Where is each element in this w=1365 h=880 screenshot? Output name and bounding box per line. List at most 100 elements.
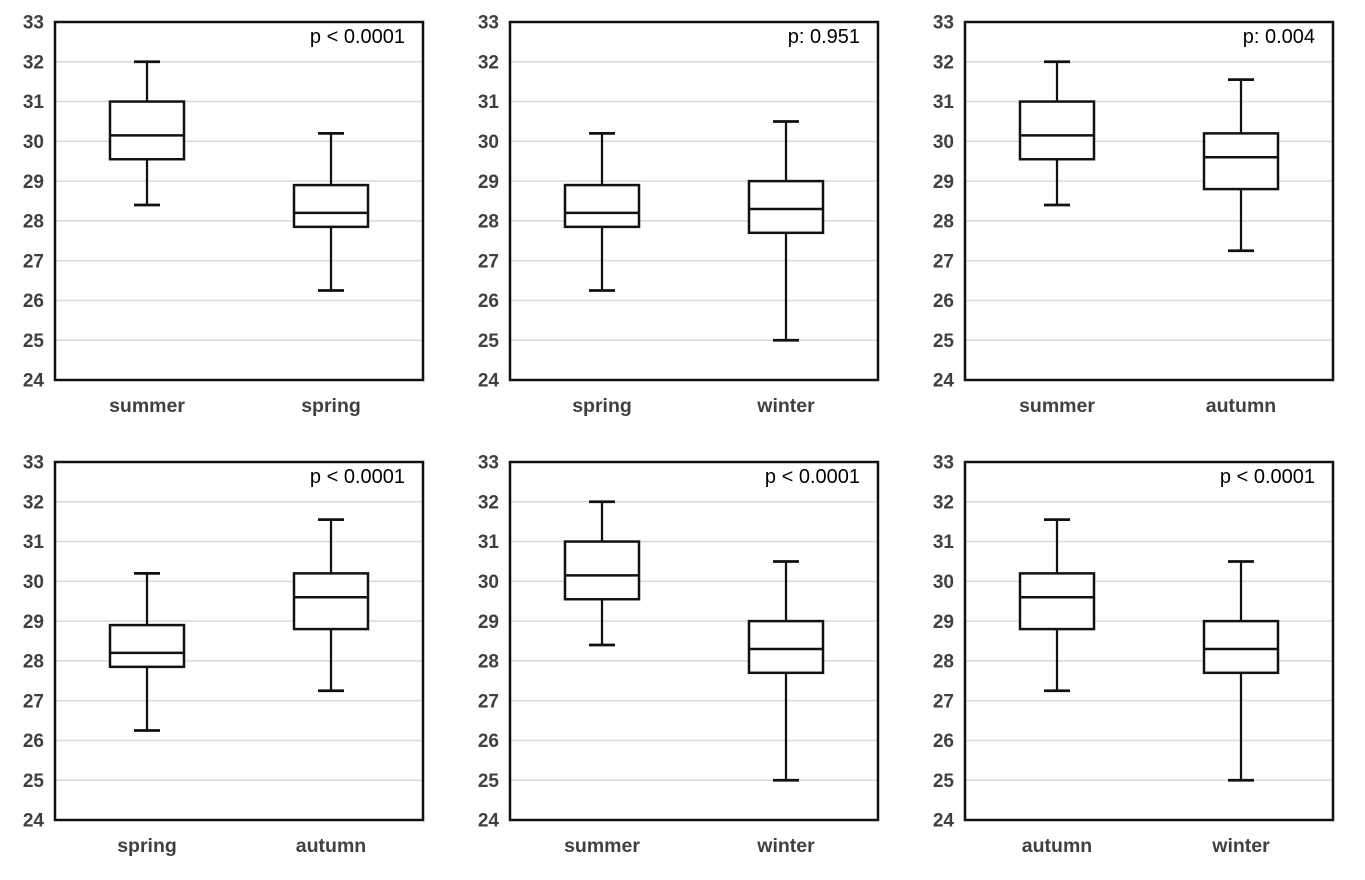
y-tick-label: 27 bbox=[23, 251, 44, 272]
p-value-label: p < 0.0001 bbox=[309, 26, 405, 48]
y-tick-label: 24 bbox=[23, 371, 45, 392]
boxplot-svg: 24 25 26 27 28 29 30 31 32 33 summer winter bbox=[478, 453, 880, 857]
y-tick-label: 26 bbox=[23, 291, 44, 312]
boxplot-panel-summer-winter: p < 0.0001 24 25 26 27 28 29 30 31 32 33 summer win… bbox=[455, 440, 910, 880]
y-tick-label: 32 bbox=[933, 52, 954, 73]
plot-border bbox=[53, 20, 425, 382]
boxplot-panel-summer-spring: p < 0.0001 24 25 26 27 28 29 30 31 32 33 summer spr… bbox=[0, 0, 455, 440]
y-tick-label: 30 bbox=[478, 572, 499, 593]
iqr-box bbox=[1018, 100, 1096, 161]
y-tick-label: 33 bbox=[478, 13, 499, 34]
boxplot-panel-summer-autumn: p: 0.004 24 25 26 27 28 29 30 31 32 33 summer autum… bbox=[910, 0, 1365, 440]
x-category-label: summer bbox=[1019, 395, 1095, 417]
box-winter bbox=[747, 560, 825, 782]
boxplot-panel-spring-autumn: p < 0.0001 24 25 26 27 28 29 30 31 32 33 spring aut… bbox=[0, 440, 455, 880]
p-value-label: p < 0.0001 bbox=[309, 466, 405, 488]
y-tick-label: 25 bbox=[23, 771, 45, 792]
x-category-label: spring bbox=[301, 395, 361, 417]
y-tick-label: 27 bbox=[933, 251, 954, 272]
y-tick-label: 25 bbox=[23, 331, 45, 352]
y-tick-label: 28 bbox=[933, 212, 954, 233]
y-tick-label: 29 bbox=[23, 172, 44, 193]
boxplot-svg: 24 25 26 27 28 29 30 31 32 33 summer autumn bbox=[933, 13, 1335, 417]
y-tick-label: 31 bbox=[933, 92, 955, 113]
plot-border bbox=[53, 460, 425, 822]
y-tick-label: 33 bbox=[23, 13, 44, 34]
p-value-label: p < 0.0001 bbox=[764, 466, 860, 488]
box-winter bbox=[747, 120, 825, 342]
x-category-label: spring bbox=[572, 395, 632, 417]
y-tick-label: 30 bbox=[933, 132, 954, 153]
y-tick-label: 31 bbox=[933, 532, 955, 553]
boxplot-svg: 24 25 26 27 28 29 30 31 32 33 summer spring bbox=[23, 13, 425, 417]
plot-border bbox=[963, 460, 1335, 822]
box-summer bbox=[1018, 60, 1096, 207]
y-tick-label: 32 bbox=[933, 492, 954, 513]
y-tick-label: 29 bbox=[478, 172, 499, 193]
y-tick-label: 30 bbox=[23, 132, 44, 153]
y-tick-label: 27 bbox=[478, 251, 499, 272]
boxplot-panel-spring-winter: p: 0.951 24 25 26 27 28 29 30 31 32 33 spring winte… bbox=[455, 0, 910, 440]
y-tick-label: 29 bbox=[933, 612, 954, 633]
y-tick-label: 28 bbox=[478, 212, 499, 233]
iqr-box bbox=[292, 572, 370, 631]
y-tick-label: 24 bbox=[478, 371, 500, 392]
p-value-label: p: 0.004 bbox=[1242, 26, 1315, 48]
y-tick-label: 32 bbox=[478, 492, 499, 513]
y-tick-label: 24 bbox=[933, 371, 955, 392]
box-autumn bbox=[292, 518, 370, 693]
y-tick-label: 25 bbox=[478, 771, 500, 792]
y-tick-label: 30 bbox=[933, 572, 954, 593]
iqr-box bbox=[563, 540, 641, 601]
y-tick-label: 31 bbox=[23, 92, 45, 113]
x-category-label: winter bbox=[756, 395, 815, 417]
box-winter bbox=[1202, 560, 1280, 782]
y-tick-label: 26 bbox=[478, 291, 499, 312]
iqr-box bbox=[1202, 619, 1280, 675]
y-tick-label: 31 bbox=[23, 532, 45, 553]
y-tick-label: 27 bbox=[23, 691, 44, 712]
iqr-box bbox=[108, 623, 186, 669]
y-tick-label: 28 bbox=[478, 652, 499, 673]
y-tick-label: 28 bbox=[23, 212, 44, 233]
y-tick-label: 30 bbox=[23, 572, 44, 593]
iqr-box bbox=[108, 100, 186, 161]
p-value-label: p: 0.951 bbox=[787, 26, 860, 48]
boxplot-panel-autumn-winter: p < 0.0001 24 25 26 27 28 29 30 31 32 33 autumn win… bbox=[910, 440, 1365, 880]
y-tick-label: 32 bbox=[478, 52, 499, 73]
y-tick-label: 26 bbox=[933, 731, 954, 752]
y-tick-label: 29 bbox=[933, 172, 954, 193]
x-category-label: autumn bbox=[296, 835, 366, 857]
box-autumn bbox=[1202, 78, 1280, 253]
x-category-label: autumn bbox=[1206, 395, 1276, 417]
y-tick-label: 31 bbox=[478, 532, 500, 553]
x-category-label: autumn bbox=[1022, 835, 1092, 857]
y-tick-label: 29 bbox=[478, 612, 499, 633]
plot-border bbox=[508, 460, 880, 822]
y-tick-label: 25 bbox=[933, 771, 955, 792]
iqr-box bbox=[747, 619, 825, 675]
y-tick-label: 28 bbox=[23, 652, 44, 673]
box-spring bbox=[563, 132, 641, 292]
box-spring bbox=[292, 132, 370, 292]
y-tick-label: 31 bbox=[478, 92, 500, 113]
y-tick-label: 32 bbox=[23, 492, 44, 513]
y-tick-label: 28 bbox=[933, 652, 954, 673]
y-tick-label: 24 bbox=[933, 811, 955, 832]
iqr-box bbox=[747, 179, 825, 235]
box-summer bbox=[108, 60, 186, 207]
iqr-box bbox=[292, 183, 370, 229]
x-category-label: winter bbox=[756, 835, 815, 857]
y-tick-label: 33 bbox=[478, 453, 499, 474]
y-tick-label: 29 bbox=[23, 612, 44, 633]
boxplot-svg: 24 25 26 27 28 29 30 31 32 33 spring winter bbox=[478, 13, 880, 417]
x-category-label: summer bbox=[564, 835, 640, 857]
box-summer bbox=[563, 500, 641, 647]
y-tick-label: 27 bbox=[933, 691, 954, 712]
y-tick-label: 33 bbox=[23, 453, 44, 474]
plot-border bbox=[963, 20, 1335, 382]
iqr-box bbox=[563, 183, 641, 229]
y-tick-label: 32 bbox=[23, 52, 44, 73]
y-tick-label: 27 bbox=[478, 691, 499, 712]
